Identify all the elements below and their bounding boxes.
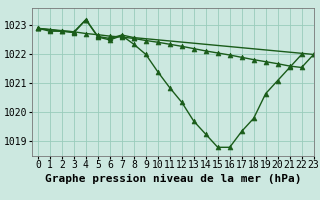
X-axis label: Graphe pression niveau de la mer (hPa): Graphe pression niveau de la mer (hPa) xyxy=(44,174,301,184)
